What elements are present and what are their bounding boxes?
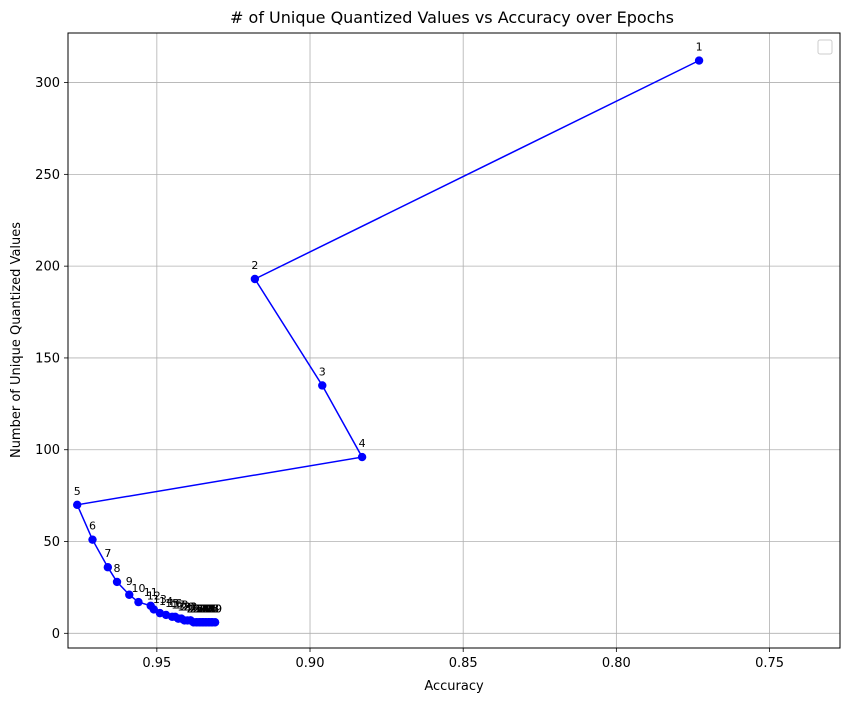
epoch-label: 13 [153,593,167,606]
data-point [88,535,97,544]
grid-lines [68,33,840,648]
epoch-label: 6 [89,520,96,533]
epoch-label: 46 [205,602,219,615]
y-tick-label: 150 [35,351,60,366]
x-tick-label: 0.90 [296,656,325,671]
legend-box [817,39,833,55]
epoch-label: 12 [147,589,161,602]
chart-title: # of Unique Quantized Values vs Accuracy… [230,8,674,27]
y-axis-ticks: 0 50 100 150 200 250 300 [35,76,68,642]
epoch-label: 22 [184,600,198,613]
y-axis-label: Number of Unique Quantized Values [9,222,24,458]
y-tick-label: 300 [35,76,60,91]
epoch-label: 27 [190,602,204,615]
data-point [149,605,158,614]
data-point [103,563,113,572]
data-point [112,577,122,587]
x-tick-label: 0.80 [602,656,631,671]
epoch-label: 47 [205,602,219,615]
data-point [694,56,704,65]
epoch-label: 41 [202,602,216,615]
epoch-label: 36 [196,602,210,615]
epoch-label: 39 [199,602,213,615]
data-point [318,381,327,390]
epoch-label: 24 [187,602,201,615]
epoch-label: 7 [104,547,111,560]
epoch-label: 30 [193,602,207,615]
epoch-label: 18 [174,599,188,612]
epoch-label: 31 [193,602,207,615]
epoch-label: 38 [199,602,213,615]
epoch-label: 33 [196,602,210,615]
epoch-label: 50 [208,602,222,615]
data-point [250,274,260,284]
epoch-label: 34 [196,602,210,615]
epoch-label: 25 [190,602,204,615]
plot-frame [67,32,841,649]
y-tick-label: 100 [35,443,60,458]
epoch-label: 1 [696,41,703,54]
epoch-label: 32 [196,602,210,615]
epoch-label: 16 [168,597,182,610]
x-tick-label: 0.85 [449,656,478,671]
y-tick-label: 0 [52,627,60,642]
point-labels: 1234567891011121314151617181920212223242… [74,41,703,616]
epoch-label: 26 [190,602,204,615]
x-tick-label: 0.75 [755,656,784,671]
epoch-label: 28 [193,602,207,615]
epoch-label: 48 [205,602,219,615]
x-axis-ticks: 0.95 0.90 0.85 0.80 0.75 [142,648,784,671]
series-group [72,56,704,627]
y-tick-label: 250 [35,168,60,183]
epoch-label: 23 [187,602,201,615]
series-line [76,59,700,624]
data-point [134,597,143,607]
epoch-label: 14 [159,595,173,608]
epoch-label: 2 [251,259,258,272]
epoch-label: 29 [193,602,207,615]
epoch-label: 40 [199,602,213,615]
epoch-label: 19 [177,600,191,613]
x-axis-label: Accuracy [424,679,484,694]
y-tick-label: 50 [43,535,60,550]
epoch-label: 42 [202,602,216,615]
epoch-label: 8 [114,562,121,575]
epoch-label: 3 [319,365,326,378]
epoch-label: 45 [205,602,219,615]
data-point [72,500,82,510]
epoch-label: 9 [126,575,133,588]
epoch-label: 44 [202,602,216,615]
y-tick-label: 200 [35,260,60,275]
epoch-label: 49 [208,602,222,615]
epoch-label: 35 [196,602,210,615]
epoch-label: 20 [180,600,194,613]
epoch-label: 5 [74,485,81,498]
data-point [210,618,220,627]
epoch-label: 10 [131,582,145,595]
epoch-label: 17 [171,599,185,612]
epoch-label: 4 [359,437,366,450]
epoch-label: 21 [184,600,198,613]
data-point [357,452,367,462]
epoch-label: 15 [165,597,179,610]
x-tick-label: 0.95 [142,656,171,671]
epoch-label: 37 [199,602,213,615]
epoch-label: 11 [144,586,158,599]
data-point [125,590,134,599]
epoch-label: 43 [202,602,216,615]
